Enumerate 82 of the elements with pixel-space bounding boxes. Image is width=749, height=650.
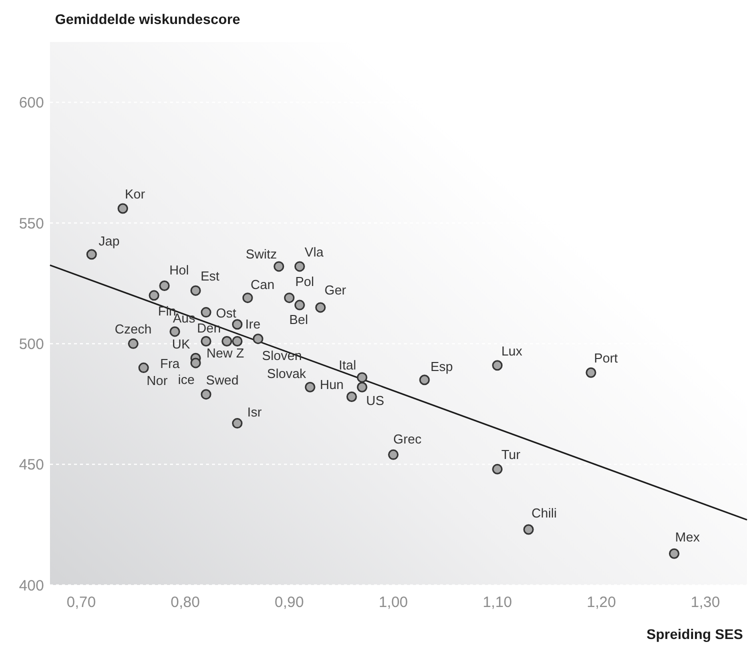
annotation: Esp	[430, 358, 453, 374]
point	[274, 261, 284, 272]
annotation: Tur	[501, 447, 522, 462]
point	[586, 367, 596, 378]
y-tick-label: 600	[18, 94, 44, 112]
point	[388, 449, 399, 460]
point	[190, 358, 201, 368]
point	[294, 300, 305, 310]
annotation: Ital	[338, 357, 356, 372]
annotation: Sloven	[262, 348, 302, 363]
annotation: Den	[196, 320, 221, 336]
x-tick-label: 1,10	[482, 594, 512, 611]
y-axis-title: Gemiddelde wiskundescore	[55, 11, 240, 27]
annotation: Mex	[675, 530, 700, 545]
annotation: Lux	[501, 343, 523, 358]
annotation: Kor	[124, 186, 146, 202]
point	[128, 338, 138, 349]
annotation: Aus	[172, 310, 196, 326]
annotation: Slovak	[267, 366, 307, 382]
y-tick-label: 400	[18, 577, 44, 594]
annotation: Isr	[247, 404, 262, 420]
point	[232, 336, 243, 347]
annotation: Est	[200, 268, 220, 284]
annotation: Hun	[320, 376, 344, 392]
annotation: Switz	[246, 246, 277, 262]
point	[284, 292, 295, 304]
point	[190, 285, 201, 296]
annotation: Swed	[206, 372, 239, 388]
annotation: Ger	[324, 282, 347, 298]
annotation: New Z	[206, 345, 244, 360]
point	[523, 524, 534, 535]
x-tick-label: 1,00	[378, 594, 408, 611]
x-tick-label: 0,80	[170, 594, 200, 611]
point	[200, 389, 212, 400]
annotation: Bel	[289, 312, 308, 328]
point	[118, 203, 128, 214]
annotation: Port	[594, 350, 618, 366]
point	[232, 319, 243, 330]
annotation: Nor	[146, 372, 168, 388]
point	[170, 326, 180, 337]
y-tick-label: 500	[18, 336, 44, 353]
point	[315, 302, 326, 313]
y-tick-label: 450	[18, 456, 44, 474]
point	[242, 292, 253, 304]
point	[222, 336, 232, 347]
point	[492, 464, 503, 474]
annotation: Pol	[295, 274, 314, 289]
point	[294, 261, 305, 272]
annotation: Hol	[169, 262, 190, 278]
point	[159, 280, 170, 291]
point	[356, 382, 368, 392]
point	[346, 392, 357, 402]
x-tick-label: 1,20	[586, 594, 616, 611]
point	[252, 334, 264, 344]
y-tick-label: 550	[18, 215, 44, 232]
point	[200, 336, 212, 347]
annotation: ice	[178, 372, 195, 387]
annotation: Ire	[245, 316, 260, 332]
annotation: Fra	[160, 356, 180, 372]
annotation: Czech	[114, 322, 152, 337]
point	[419, 374, 430, 386]
point	[138, 362, 149, 374]
point	[304, 382, 316, 392]
annotation: Jap	[98, 233, 120, 248]
x-tick-label: 0,90	[274, 594, 304, 611]
point	[86, 249, 97, 260]
annotation: UK	[172, 336, 190, 352]
point	[148, 290, 160, 301]
annotation: Vla	[304, 244, 324, 260]
annotation: Grec	[393, 432, 422, 447]
annotation: US	[366, 393, 384, 408]
point	[232, 418, 243, 429]
x-axis-title: Spreiding SES	[646, 626, 743, 642]
x-tick-label: 1,30	[690, 594, 720, 611]
point	[668, 548, 680, 559]
annotation: Can	[250, 276, 275, 292]
annotation: Chili	[532, 505, 557, 520]
annotation: Ost	[216, 305, 237, 320]
point	[492, 360, 503, 371]
x-tick-label: 0,70	[66, 594, 96, 611]
point	[200, 307, 212, 318]
point	[356, 372, 368, 383]
